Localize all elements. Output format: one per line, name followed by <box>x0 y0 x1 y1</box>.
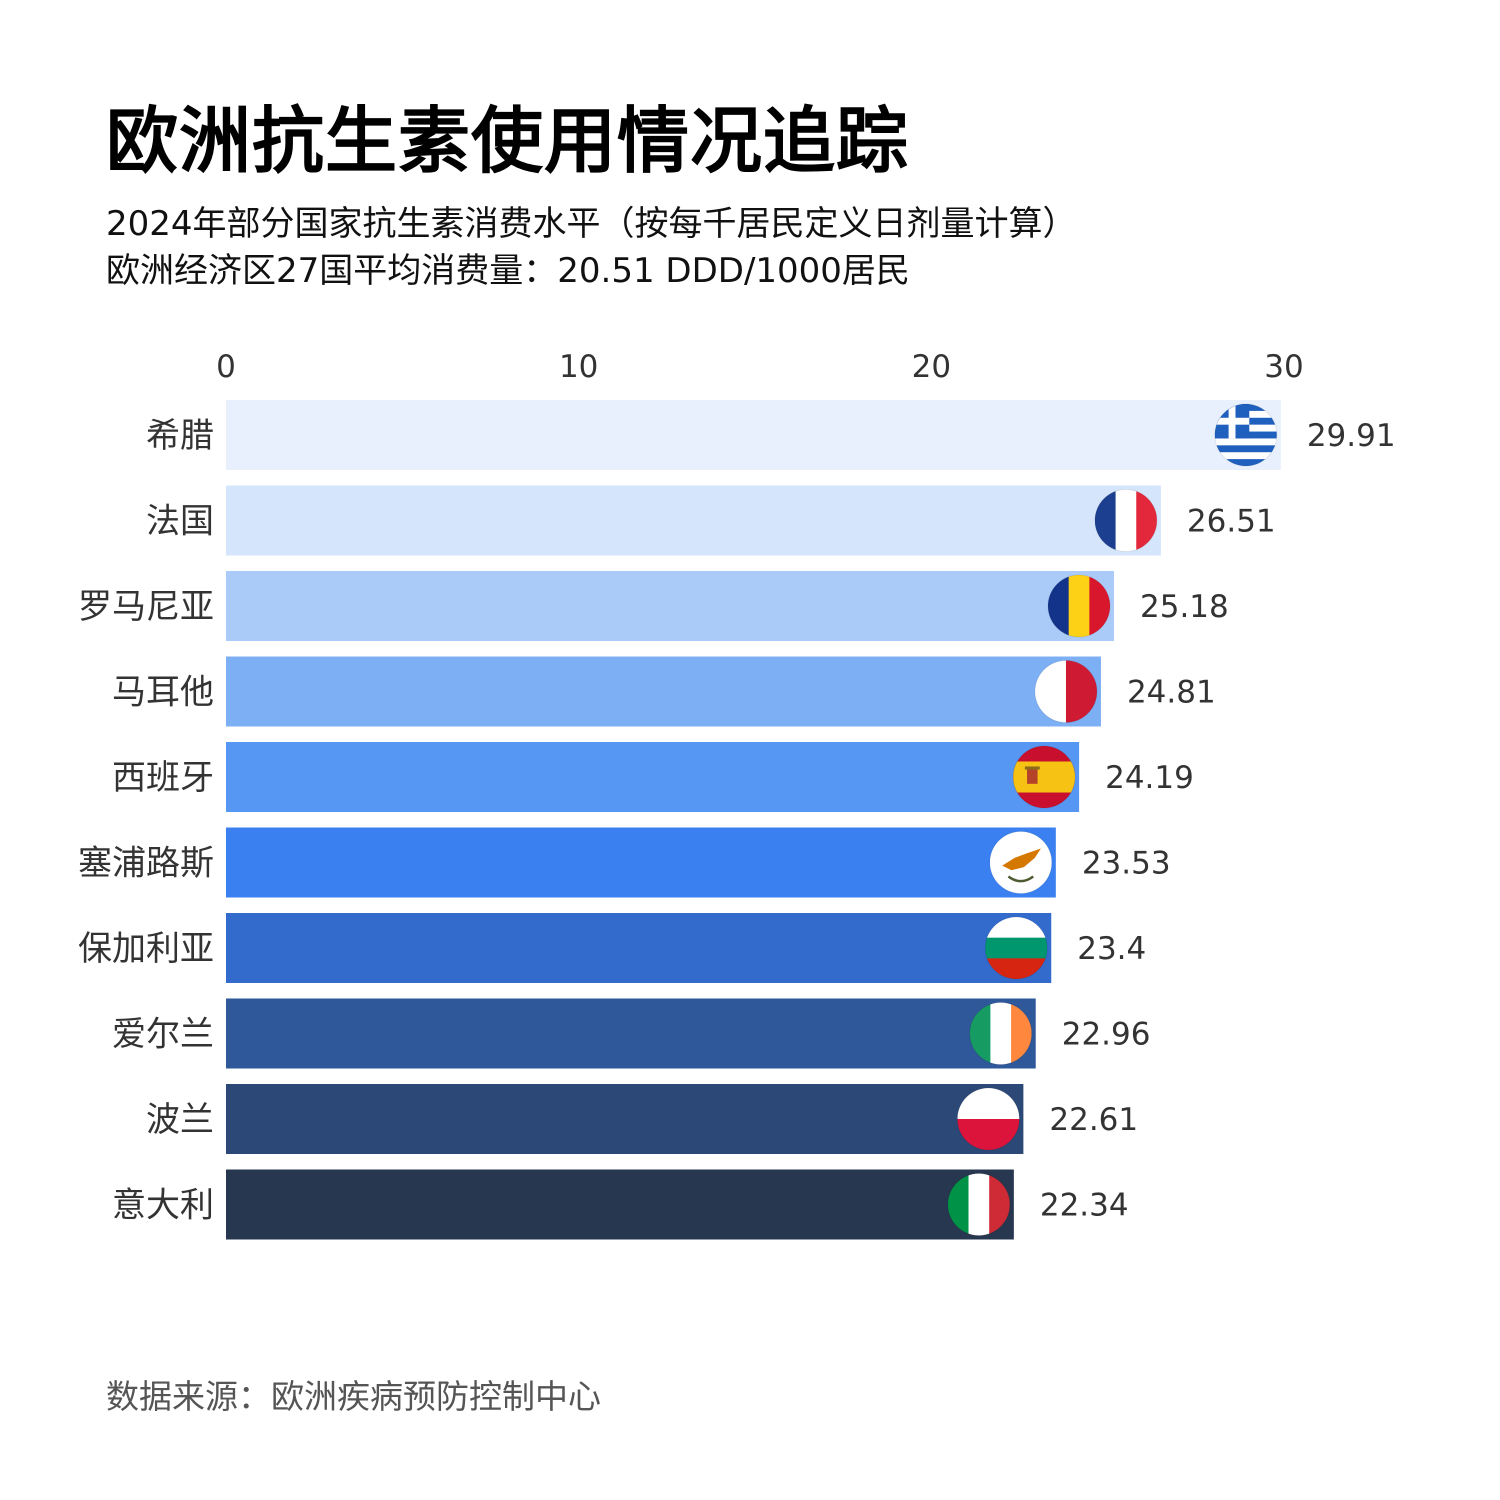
france-flag-icon <box>1094 489 1157 552</box>
value-label: 22.61 <box>1049 1102 1138 1138</box>
data-source: 数据来源：欧洲疾病预防控制中心 <box>106 1377 601 1416</box>
cyprus-flag-icon <box>989 831 1052 894</box>
bar <box>226 742 1080 812</box>
category-label: 法国 <box>146 502 214 542</box>
category-label: 爱尔兰 <box>112 1015 214 1055</box>
x-tick-label: 10 <box>559 349 598 385</box>
value-label: 26.51 <box>1187 504 1276 540</box>
ireland-flag-icon <box>969 1002 1032 1065</box>
category-label: 塞浦路斯 <box>78 844 214 884</box>
value-label: 25.18 <box>1140 589 1229 625</box>
value-label: 22.34 <box>1040 1188 1129 1224</box>
bar <box>226 1084 1024 1154</box>
chart-title: 欧洲抗生素使用情况追踪 <box>106 99 910 183</box>
category-label: 西班牙 <box>112 758 214 798</box>
category-label: 波兰 <box>146 1100 214 1140</box>
bar <box>226 827 1056 898</box>
category-label: 意大利 <box>112 1186 214 1226</box>
bar <box>226 913 1052 983</box>
bar <box>226 998 1036 1069</box>
chart-subtitle: 2024年部分国家抗生素消费水平（按每千居民定义日剂量计算） <box>106 204 1077 244</box>
category-label: 保加利亚 <box>78 929 214 969</box>
category-label: 希腊 <box>146 416 214 456</box>
value-label: 23.4 <box>1077 931 1146 967</box>
bar <box>226 400 1281 470</box>
category-label: 马耳他 <box>112 673 214 713</box>
bulgaria-flag-icon <box>985 917 1048 979</box>
value-label: 22.96 <box>1062 1017 1151 1053</box>
bar <box>226 571 1115 641</box>
value-label: 24.19 <box>1105 760 1194 796</box>
x-tick-label: 20 <box>912 349 951 385</box>
value-label: 23.53 <box>1082 846 1171 882</box>
x-tick-label: 0 <box>216 349 236 385</box>
romania-flag-icon <box>1048 575 1111 637</box>
bar <box>226 656 1101 727</box>
category-label: 罗马尼亚 <box>78 587 214 627</box>
bar <box>226 1169 1014 1240</box>
spain-flag-icon <box>1013 746 1076 808</box>
bar <box>226 485 1161 556</box>
italy-flag-icon <box>947 1173 1010 1236</box>
value-label: 29.91 <box>1307 418 1396 454</box>
greece-flag-icon <box>1214 404 1277 466</box>
chart-average-note: 欧洲经济区27国平均消费量：20.51 DDD/1000居民 <box>106 251 910 291</box>
value-label: 24.81 <box>1127 675 1216 711</box>
x-tick-label: 30 <box>1264 349 1303 385</box>
